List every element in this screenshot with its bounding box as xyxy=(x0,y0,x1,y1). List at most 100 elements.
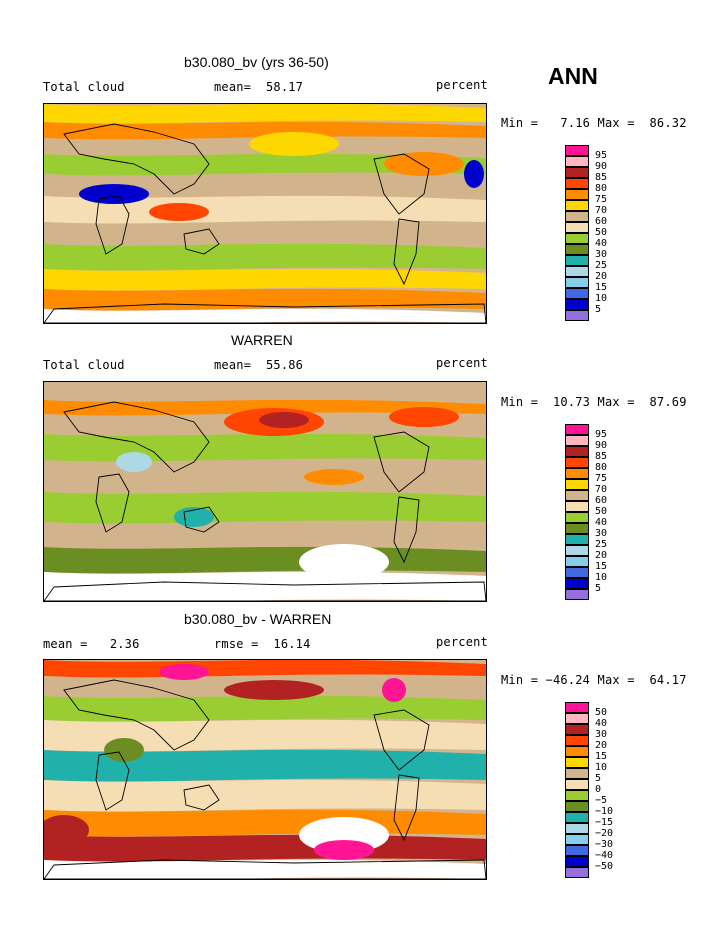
coastline xyxy=(95,473,130,533)
legend-label: −15 xyxy=(595,817,614,828)
cloud-region xyxy=(169,760,239,780)
legend-label: 40 xyxy=(595,238,608,249)
legend-label: 70 xyxy=(595,484,608,495)
legend-label: 30 xyxy=(595,528,608,539)
legend-swatch xyxy=(565,845,589,856)
coastline xyxy=(393,218,420,286)
cloud-band xyxy=(44,173,486,198)
legend-swatch xyxy=(565,211,589,222)
legend-swatch xyxy=(565,702,589,713)
legend-swatch xyxy=(565,468,589,479)
legend-label: −20 xyxy=(595,828,614,839)
panel-2-cloud-map xyxy=(43,381,487,602)
cloud-region xyxy=(44,815,89,845)
legend-label: 10 xyxy=(595,572,608,583)
legend-label: 30 xyxy=(595,729,608,740)
coastline xyxy=(183,506,220,533)
legend-swatch xyxy=(565,713,589,724)
legend-swatch xyxy=(565,266,589,277)
panel-2-mean-label: mean= 55.86 xyxy=(214,358,304,372)
legend-label: 40 xyxy=(595,517,608,528)
cloud-region xyxy=(149,203,209,221)
cloud-band xyxy=(44,221,486,246)
legend-swatch xyxy=(565,801,589,812)
legend-swatch xyxy=(565,156,589,167)
legend-label: 15 xyxy=(595,282,608,293)
legend-label: 15 xyxy=(595,751,608,762)
coastline xyxy=(393,774,420,842)
legend-swatch xyxy=(565,501,589,512)
map-graphic xyxy=(44,104,486,323)
cloud-region xyxy=(79,184,149,204)
coastline xyxy=(44,859,486,879)
legend-label: 0 xyxy=(595,784,602,795)
legend-swatch xyxy=(565,490,589,501)
panel-1-cloud-map xyxy=(43,103,487,324)
map-graphic xyxy=(44,382,486,601)
legend-swatch xyxy=(565,244,589,255)
legend-swatch xyxy=(565,779,589,790)
legend-swatch xyxy=(565,167,589,178)
panel-2-title: WARREN xyxy=(231,332,293,348)
panel-2-variable-label: Total cloud xyxy=(43,358,125,372)
legend-swatch xyxy=(565,446,589,457)
coastline xyxy=(44,581,486,601)
coastline xyxy=(44,303,486,323)
legend-label: 5 xyxy=(595,583,602,594)
legend-label: 75 xyxy=(595,473,608,484)
coastline xyxy=(63,401,210,473)
cloud-band xyxy=(44,546,486,574)
legend-swatch xyxy=(565,222,589,233)
legend-label: 10 xyxy=(595,762,608,773)
cloud-band xyxy=(44,859,486,879)
cloud-band xyxy=(44,382,486,402)
cloud-region xyxy=(314,840,374,860)
legend-label: −30 xyxy=(595,839,614,850)
panel-1-variable-label: Total cloud xyxy=(43,80,125,94)
legend-label: 60 xyxy=(595,216,608,227)
cloud-band xyxy=(44,809,486,837)
legend-label: −10 xyxy=(595,806,614,817)
panel-2-units-label: percent xyxy=(436,356,488,370)
legend-swatch xyxy=(565,567,589,578)
cloud-band xyxy=(44,719,486,752)
cloud-band xyxy=(44,571,486,601)
legend-swatch xyxy=(565,479,589,490)
legend-label: 85 xyxy=(595,172,608,183)
legend-swatch xyxy=(565,145,589,156)
legend-swatch xyxy=(565,523,589,534)
legend-swatch xyxy=(565,512,589,523)
legend-label: −5 xyxy=(595,795,608,806)
cloud-region xyxy=(159,664,209,680)
cloud-band xyxy=(44,104,486,124)
legend-label: 50 xyxy=(595,227,608,238)
legend-swatch xyxy=(565,746,589,757)
legend-swatch xyxy=(565,867,589,878)
legend-swatch xyxy=(565,578,589,589)
legend-label: 80 xyxy=(595,183,608,194)
cloud-region xyxy=(259,412,309,428)
legend-swatch xyxy=(565,556,589,567)
legend-label: 95 xyxy=(595,150,608,161)
legend-swatch xyxy=(565,189,589,200)
legend-label: 90 xyxy=(595,440,608,451)
cloud-region xyxy=(382,678,406,702)
cloud-band xyxy=(44,268,486,291)
cloud-band xyxy=(44,153,486,176)
cloud-region xyxy=(174,244,274,264)
cloud-band xyxy=(44,288,486,311)
panel-1-mean-label: mean= 58.17 xyxy=(214,80,304,94)
panel-3-rmse-label: rmse = 16.14 xyxy=(214,637,311,651)
coastline xyxy=(63,123,210,195)
legend-swatch xyxy=(565,812,589,823)
legend-label: 50 xyxy=(595,506,608,517)
legend-label: 30 xyxy=(595,249,608,260)
cloud-band xyxy=(44,521,486,549)
legend-label: 70 xyxy=(595,205,608,216)
legend-swatch xyxy=(565,233,589,244)
legend-swatch xyxy=(565,757,589,768)
legend-label: 85 xyxy=(595,451,608,462)
legend-swatch xyxy=(565,735,589,746)
legend-swatch xyxy=(565,310,589,321)
cloud-band xyxy=(44,660,486,678)
